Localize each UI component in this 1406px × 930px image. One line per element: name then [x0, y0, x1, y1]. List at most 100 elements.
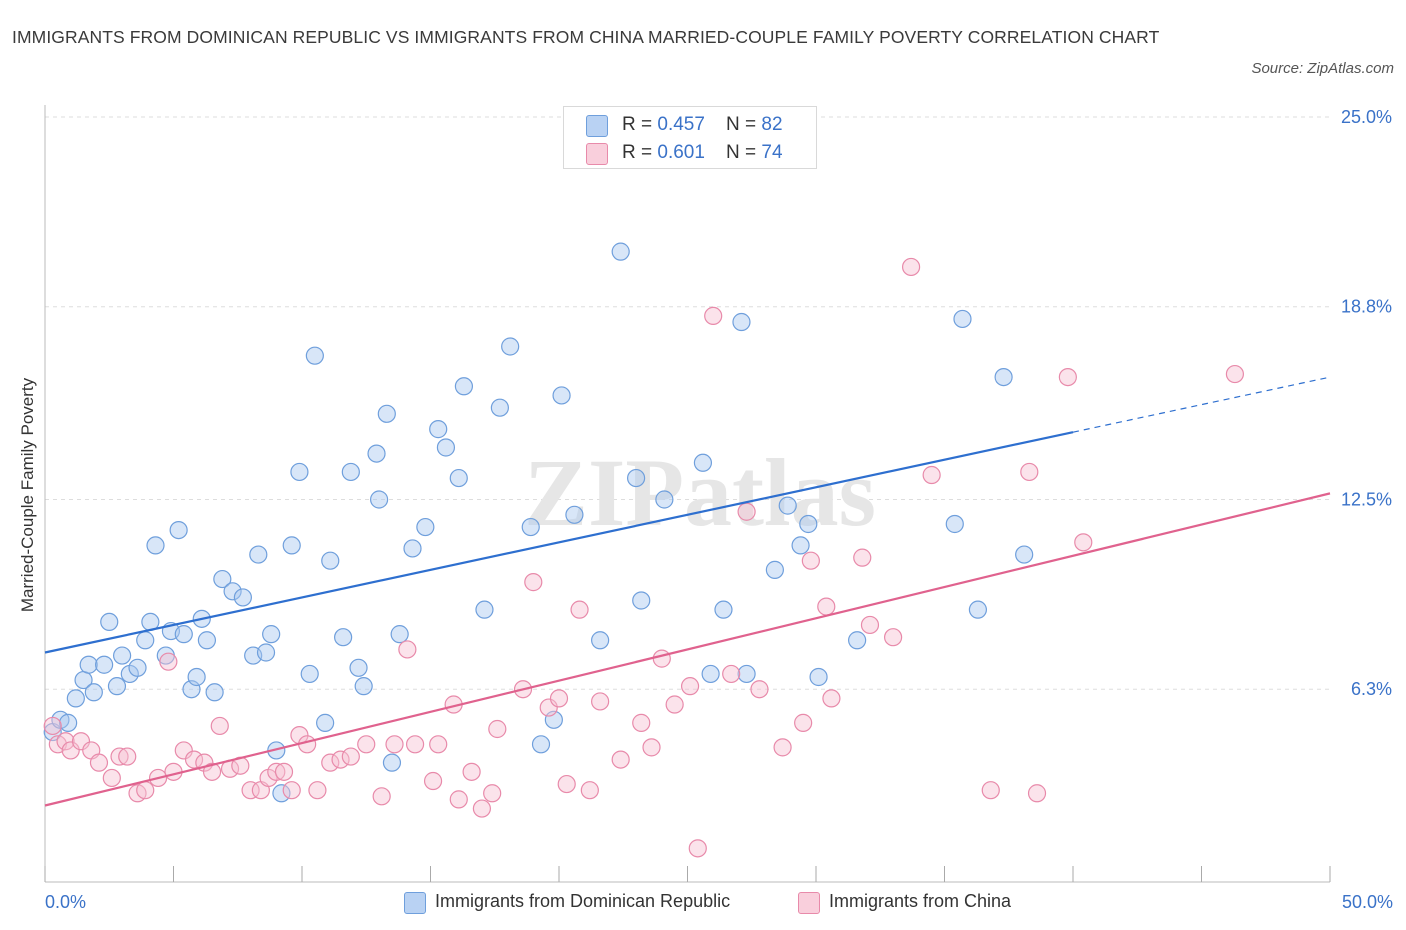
point-china [591, 692, 610, 711]
point-dominican [968, 600, 988, 619]
point-dominican [531, 735, 551, 754]
point-china [773, 738, 792, 757]
point-dominican [341, 462, 360, 482]
point-dominican [107, 677, 127, 696]
point-dominican [370, 490, 389, 509]
chart-title: IMMIGRANTS FROM DOMINICAN REPUBLIC VS IM… [12, 27, 1160, 47]
point-china [901, 257, 921, 277]
point-dominican [655, 490, 674, 509]
point-china [241, 781, 260, 800]
r-label: R = [622, 142, 658, 163]
point-china [372, 787, 391, 806]
point-dominican [112, 646, 132, 665]
point-dominican [945, 514, 964, 534]
axes [44, 105, 1331, 883]
point-china [43, 716, 62, 736]
point-china [472, 799, 491, 818]
legend-swatch-china [586, 143, 608, 165]
point-china [449, 790, 468, 809]
point-dominican [249, 545, 268, 564]
point-dominican [475, 600, 494, 619]
point-dominican [354, 677, 373, 696]
point-dominican [79, 655, 98, 674]
correlation-legend: R = 0.457 N = 82 R = 0.601 N = 74 [563, 106, 817, 169]
y-tick-label: 12.5% [1341, 490, 1392, 510]
point-dominican [732, 312, 751, 332]
point-dominican [765, 560, 784, 579]
trend-line-dominican [44, 431, 1074, 654]
point-china [1225, 364, 1245, 384]
point-dominican [334, 628, 353, 647]
point-dominican [591, 631, 610, 650]
point-china [557, 774, 576, 794]
y-tick-label: 25.0% [1341, 107, 1392, 127]
point-china [341, 747, 360, 766]
point-dominican [84, 683, 103, 702]
point-china [680, 677, 700, 696]
point-dominican [187, 667, 206, 687]
legend-label-dominican: Immigrants from Dominican Republic [435, 891, 731, 911]
point-china [184, 750, 204, 769]
point-dominican [611, 242, 630, 261]
point-dominican [256, 643, 276, 662]
point-china [274, 762, 294, 781]
point-china [89, 753, 109, 772]
point-china [56, 732, 75, 751]
point-dominican [994, 368, 1013, 387]
point-china [860, 615, 880, 635]
data-points [43, 242, 1245, 858]
y-tick-label: 18.8% [1341, 297, 1392, 317]
point-china [136, 781, 155, 800]
point-dominican [552, 386, 571, 405]
source-label: Source: ZipAtlas.com [1251, 60, 1394, 77]
point-dominican [521, 517, 540, 537]
point-dominican [714, 600, 733, 619]
point-dominican [59, 713, 78, 732]
point-dominican [300, 664, 319, 684]
point-dominican [290, 462, 309, 482]
r-value: 0.457 [657, 114, 705, 135]
point-dominican [136, 631, 155, 650]
point-dominican [233, 588, 252, 607]
point-china [1020, 462, 1039, 482]
point-china [737, 502, 756, 521]
point-dominican [791, 536, 810, 555]
n-value: 74 [761, 142, 783, 163]
point-dominican [436, 438, 456, 457]
point-dominican [282, 536, 301, 555]
legend-swatch-dominican [404, 892, 426, 914]
point-china [611, 750, 630, 769]
point-dominican [848, 631, 867, 650]
point-dominican [429, 420, 448, 439]
point-dominican [449, 468, 468, 488]
point-china [357, 735, 376, 754]
point-dominican [262, 625, 281, 644]
point-dominican [174, 625, 193, 644]
y-axis-label: Married-Couple Family Poverty [18, 377, 37, 613]
point-dominican [367, 444, 386, 463]
point-dominican [632, 591, 651, 610]
trend-line-china [44, 492, 1331, 807]
point-dominican [416, 517, 435, 537]
point-dominican [316, 713, 335, 732]
point-dominican [403, 539, 422, 558]
point-dominican [778, 496, 797, 515]
point-dominican [272, 784, 291, 803]
point-dominican [223, 582, 242, 601]
point-china [922, 465, 941, 485]
point-china [118, 747, 137, 766]
point-dominican [213, 569, 232, 589]
point-china [632, 713, 651, 732]
point-china [71, 732, 91, 751]
point-china [385, 735, 404, 754]
point-china [321, 753, 340, 772]
point-dominican [146, 536, 165, 555]
point-china [688, 839, 707, 858]
point-china [822, 689, 841, 708]
point-china [1058, 368, 1077, 387]
point-dominican [953, 309, 972, 329]
point-dominican [169, 520, 188, 540]
point-china [462, 762, 481, 781]
point-china [423, 771, 443, 791]
